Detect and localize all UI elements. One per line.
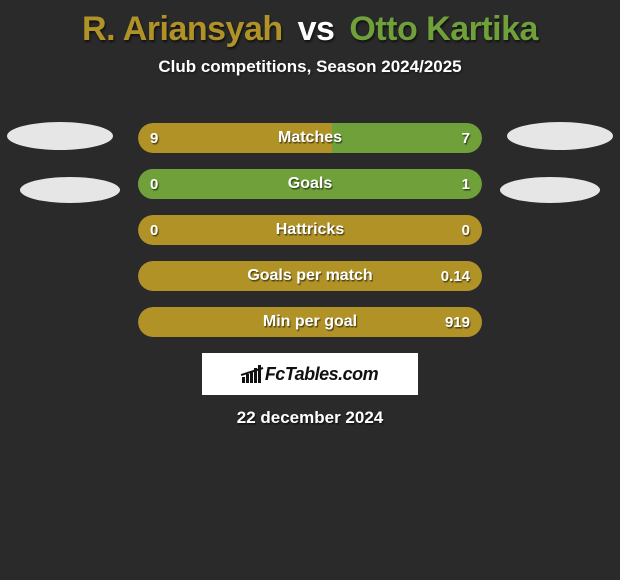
stat-row: 00Hattricks — [138, 215, 482, 245]
player2-photo-placeholder-top — [507, 122, 613, 150]
stat-row: 01Goals — [138, 169, 482, 199]
logo-text: FcTables.com — [265, 364, 378, 385]
stat-label: Goals — [138, 169, 482, 199]
stat-row: 0.14Goals per match — [138, 261, 482, 291]
player1-photo-placeholder-bottom — [20, 177, 120, 203]
stat-label: Matches — [138, 123, 482, 153]
stat-row: 97Matches — [138, 123, 482, 153]
player2-name: Otto Kartika — [349, 10, 538, 48]
stat-label: Goals per match — [138, 261, 482, 291]
comparison-title: R. Ariansyah vs Otto Kartika — [0, 0, 620, 49]
subtitle: Club competitions, Season 2024/2025 — [0, 57, 620, 77]
date-label: 22 december 2024 — [0, 408, 620, 428]
source-logo: FcTables.com — [202, 353, 418, 395]
player1-photo-placeholder-top — [7, 122, 113, 150]
player2-photo-placeholder-bottom — [500, 177, 600, 203]
stat-label: Hattricks — [138, 215, 482, 245]
stat-row: 919Min per goal — [138, 307, 482, 337]
stat-label: Min per goal — [138, 307, 482, 337]
stat-bars-container: 97Matches 01Goals 00Hattricks 0.14Goals per… — [138, 123, 482, 353]
logo-chart-icon — [242, 365, 261, 383]
vs-label: vs — [298, 10, 335, 48]
player1-name: R. Ariansyah — [82, 10, 283, 48]
